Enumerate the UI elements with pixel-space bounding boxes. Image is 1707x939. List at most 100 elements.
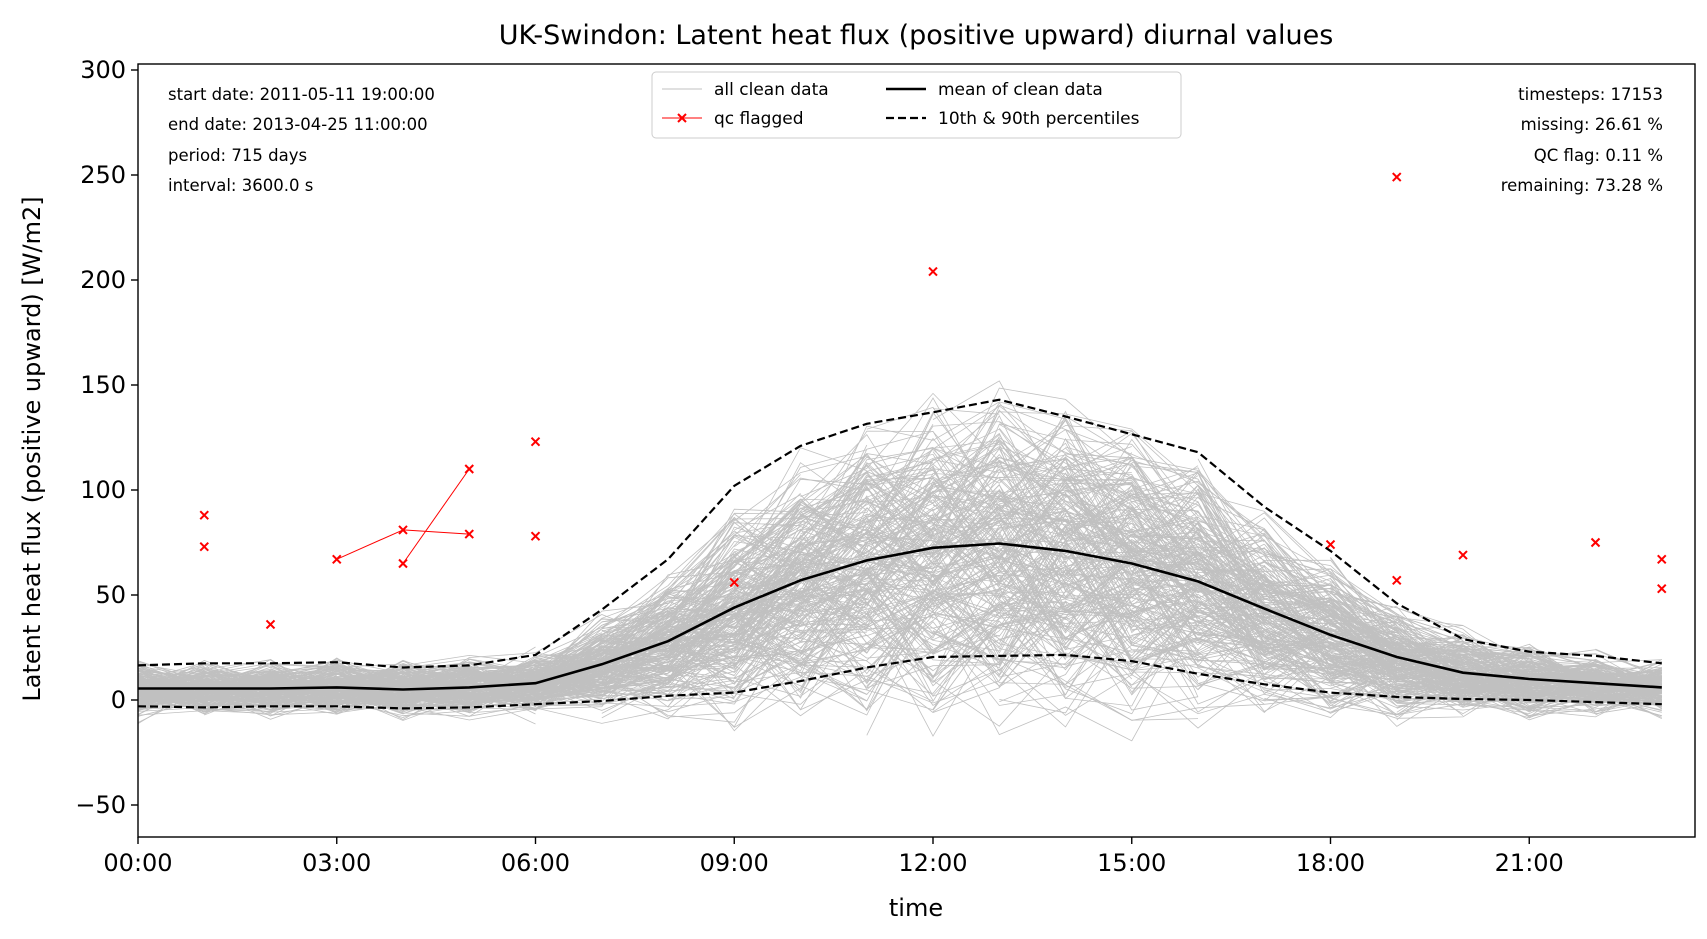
- qc-point-stroke: [199, 541, 209, 552]
- legend-box: [651, 71, 1182, 139]
- qc-point-stroke: [1657, 583, 1667, 594]
- x-tick-label: 15:00: [1097, 849, 1166, 877]
- qc-point: [398, 525, 408, 535]
- y-axis: −50 0 50 100 150 200 250 300: [75, 56, 138, 819]
- qc-point-stroke: [530, 531, 541, 541]
- qc-point-stroke: [332, 554, 342, 565]
- y-tick-label: 100: [80, 476, 126, 504]
- clean-data-line: [138, 461, 1662, 691]
- y-tick-label: 200: [80, 266, 126, 294]
- qc-point: [464, 529, 474, 539]
- qc-point-stroke: [1325, 539, 1336, 550]
- qc-point: [1657, 554, 1667, 565]
- legend: all clean data qc flagged mean of clean …: [651, 71, 1182, 139]
- clean-data-line: [336, 462, 1662, 694]
- x-axis-label: time: [889, 894, 943, 922]
- qc-point-stroke: [1392, 172, 1402, 182]
- percentile-90-line: [138, 398, 1662, 669]
- x-tick-label: 00:00: [103, 849, 172, 877]
- qc-point: [530, 436, 541, 447]
- qc-point: [1392, 575, 1402, 586]
- legend-label-percentile: 10th & 90th percentiles: [938, 109, 1140, 129]
- x-tick-label: 21:00: [1495, 849, 1564, 877]
- qc-point: [928, 266, 938, 277]
- qc-point: [1392, 172, 1402, 182]
- clean-data-line: [138, 515, 1662, 701]
- qc-point-stroke: [464, 464, 474, 474]
- qc-point-stroke: [1590, 537, 1601, 548]
- clean-data-line: [138, 574, 1662, 719]
- y-tick-label: 50: [95, 581, 126, 609]
- y-tick-label: 150: [80, 371, 126, 399]
- legend-qc-marker: [677, 113, 687, 123]
- mean-line: [138, 542, 1662, 691]
- qc-flagged-points: [199, 172, 1667, 630]
- clean-data-line: [138, 417, 1662, 701]
- qc-point: [530, 531, 541, 541]
- qc-point: [464, 464, 474, 474]
- qc-connector: [402, 529, 470, 535]
- x-tick-label: 18:00: [1296, 849, 1365, 877]
- qc-point: [1458, 550, 1468, 560]
- x-tick-label: 09:00: [700, 849, 769, 877]
- percentile-10-line: [138, 653, 1662, 710]
- clean-data-line: [270, 615, 1662, 715]
- y-axis-label: Latent heat flux (positive upward) [W/m2…: [18, 196, 46, 701]
- qc-point-stroke: [729, 577, 739, 588]
- qc-point-stroke: [928, 266, 938, 277]
- qc-point-stroke: [398, 525, 408, 535]
- info-end-date: end date: 2013-04-25 11:00:00: [168, 115, 428, 134]
- plot-frame: [137, 63, 1696, 838]
- clean-data-line: [204, 559, 1662, 708]
- qc-point: [1590, 537, 1601, 548]
- y-tick-label: 250: [80, 161, 126, 189]
- qc-point: [199, 541, 209, 552]
- clean-data-line: [138, 453, 1662, 702]
- qc-point: [332, 554, 342, 565]
- qc-point: [265, 619, 276, 630]
- info-qc-flag: QC flag: 0.11 %: [1534, 146, 1663, 165]
- clean-data-line: [138, 580, 1596, 703]
- y-tick-label: 0: [111, 686, 126, 714]
- qc-point: [398, 558, 408, 569]
- qc-point: [199, 510, 209, 520]
- y-tick-label: 300: [80, 56, 126, 84]
- info-right: timesteps: 17153 missing: 26.61 % QC fla…: [1501, 85, 1663, 195]
- clean-data-line: [138, 456, 1662, 706]
- clean-data-line: [138, 571, 1662, 702]
- legend-label-qc: qc flagged: [714, 109, 804, 129]
- x-tick-label: 03:00: [302, 849, 371, 877]
- info-start-date: start date: 2011-05-11 19:00:00: [168, 85, 435, 104]
- qc-point: [1657, 583, 1667, 594]
- qc-point-stroke: [1392, 575, 1402, 586]
- legend-label-mean: mean of clean data: [938, 80, 1103, 100]
- qc-point-stroke: [398, 558, 408, 569]
- qc-point-stroke: [530, 436, 541, 447]
- qc-point-stroke: [265, 619, 276, 630]
- clean-data-line: [138, 555, 1596, 711]
- y-tick-label: −50: [75, 791, 126, 819]
- clean-data-lines: [138, 380, 1662, 742]
- info-period: period: 715 days: [168, 146, 307, 165]
- info-missing: missing: 26.61 %: [1521, 115, 1663, 134]
- qc-point: [1325, 539, 1336, 550]
- info-remaining: remaining: 73.28 %: [1501, 176, 1663, 195]
- x-tick-label: 06:00: [501, 849, 570, 877]
- qc-point: [729, 577, 739, 588]
- legend-label-clean: all clean data: [714, 80, 829, 100]
- qc-connector: [402, 468, 470, 564]
- qc-point-stroke: [464, 529, 474, 539]
- clean-data-line: [138, 423, 1662, 703]
- chart-title: UK-Swindon: Latent heat flux (positive u…: [499, 20, 1334, 51]
- x-tick-label: 12:00: [898, 849, 967, 877]
- info-left: start date: 2011-05-11 19:00:00 end date…: [168, 85, 435, 195]
- info-interval: interval: 3600.0 s: [168, 176, 313, 195]
- qc-point-stroke: [1458, 550, 1468, 560]
- x-axis: 00:00 03:00 06:00 09:00 12:00 15:00 18:00 21:00: [103, 837, 1564, 877]
- qc-point-stroke: [199, 510, 209, 520]
- qc-point-stroke: [1657, 554, 1667, 565]
- qc-connector: [336, 529, 404, 560]
- info-timesteps: timesteps: 17153: [1518, 85, 1663, 104]
